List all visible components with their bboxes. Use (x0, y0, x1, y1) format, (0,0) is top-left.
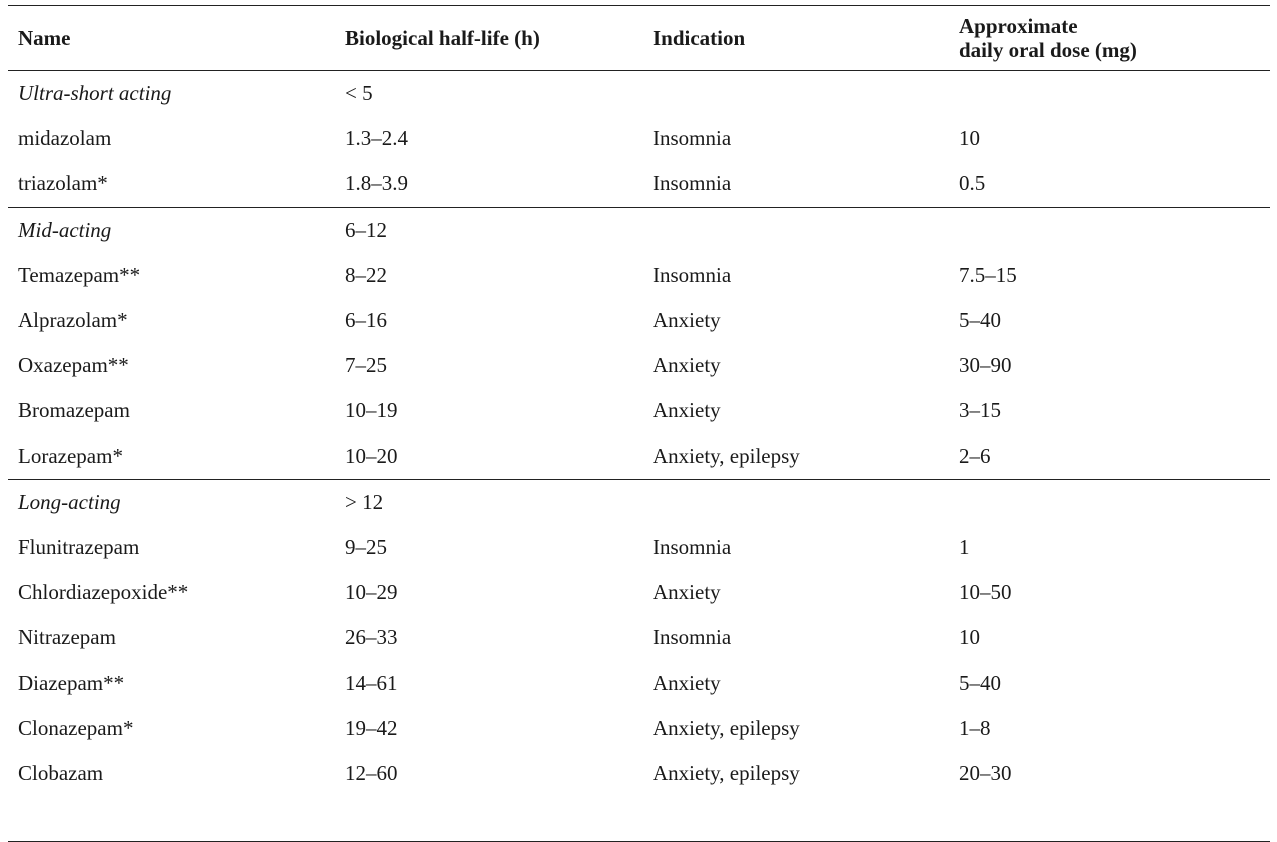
header-indication: Indication (653, 26, 746, 50)
header-name: Name (18, 26, 71, 50)
table-row: Diazepam** 14–61 Anxiety 5–40 (8, 660, 1270, 705)
header-row: Name Biological half-life (h) Indication… (8, 5, 1270, 71)
benzodiazepine-table-container: Name Biological half-life (h) Indication… (8, 5, 1270, 842)
drug-name (8, 796, 335, 842)
benzodiazepine-table: Name Biological half-life (h) Indication… (8, 5, 1270, 842)
drug-indication: Anxiety (653, 308, 721, 333)
drug-dose: 0.5 (959, 171, 986, 196)
table-row: Flunitrazepam 9–25 Insomnia 1 (8, 525, 1270, 570)
drug-dose: 1–8 (959, 715, 991, 740)
drug-indication: Insomnia (653, 126, 732, 151)
drug-indication: Anxiety (653, 670, 721, 695)
table-header: Name Biological half-life (h) Indication… (8, 5, 1270, 71)
drug-indication: Anxiety (653, 398, 721, 423)
drug-dose: 1 (959, 534, 970, 559)
group-name: Long-acting (18, 489, 121, 514)
drug-half-life: 9–25 (345, 534, 387, 559)
table-row: Clobazam 12–60 Anxiety, epilepsy 20–30 (8, 751, 1270, 796)
drug-half-life: 14–61 (345, 670, 398, 695)
drug-indication: Insomnia (653, 171, 732, 196)
drug-name: Bromazepam (18, 398, 130, 423)
drug-dose: 10 (959, 625, 980, 650)
group-row-ultra-short: Ultra-short acting < 5 (8, 71, 1270, 117)
group-name: Mid-acting (18, 217, 112, 242)
table-row: Lorazepam* 10–20 Anxiety, epilepsy 2–6 (8, 434, 1270, 480)
group-empty-cell (949, 71, 1270, 117)
group-empty-cell (643, 71, 949, 117)
drug-indication: Anxiety, epilepsy (653, 760, 800, 785)
drug-half-life: 10–29 (345, 580, 398, 605)
drug-indication: Anxiety (653, 580, 721, 605)
drug-name: Clonazepam* (18, 715, 134, 740)
drug-name: Clobazam (18, 760, 104, 785)
header-dose-line2: daily oral dose (mg) (959, 38, 1137, 62)
table-row: Chlordiazepoxide** 10–29 Anxiety 10–50 (8, 570, 1270, 615)
drug-indication: Anxiety, epilepsy (653, 715, 800, 740)
table-row: Oxazepam** 7–25 Anxiety 30–90 (8, 343, 1270, 388)
drug-dose: 20–30 (959, 760, 1012, 785)
table-row: Alprazolam* 6–16 Anxiety 5–40 (8, 298, 1270, 343)
drug-dose: 7.5–15 (959, 262, 1017, 287)
drug-half-life: 6–16 (345, 308, 387, 333)
drug-indication (643, 796, 949, 842)
group-half-life-range: > 12 (345, 489, 384, 514)
drug-half-life: 7–25 (345, 353, 387, 378)
drug-dose: 30–90 (959, 353, 1012, 378)
group-half-life-range: 6–12 (345, 217, 387, 242)
group-empty-cell (949, 479, 1270, 525)
drug-indication: Insomnia (653, 534, 732, 559)
drug-half-life (335, 796, 643, 842)
drug-half-life: 8–22 (345, 262, 387, 287)
drug-name: Alprazolam* (18, 308, 128, 333)
drug-name: Flunitrazepam (18, 534, 140, 559)
drug-half-life: 10–20 (345, 443, 398, 468)
drug-indication: Anxiety (653, 353, 721, 378)
drug-dose: 2–6 (959, 443, 991, 468)
drug-dose (949, 796, 1270, 842)
drug-name: Nitrazepam (18, 625, 116, 650)
group-name: Ultra-short acting (18, 81, 172, 106)
group-empty-cell (949, 207, 1270, 253)
header-dose: Approximate daily oral dose (mg) (949, 6, 1270, 71)
drug-half-life: 12–60 (345, 760, 398, 785)
group-half-life-range: < 5 (345, 81, 373, 106)
group-empty-cell (643, 479, 949, 525)
group-row-mid-acting: Mid-acting 6–12 (8, 207, 1270, 253)
drug-name: midazolam (18, 126, 112, 151)
drug-name: Temazepam** (18, 262, 141, 287)
group-row-long-acting: Long-acting > 12 (8, 479, 1270, 525)
drug-dose: 5–40 (959, 308, 1001, 333)
table-row: Temazepam** 8–22 Insomnia 7.5–15 (8, 253, 1270, 298)
table-row: Clonazepam* 19–42 Anxiety, epilepsy 1–8 (8, 706, 1270, 751)
group-empty-cell (643, 207, 949, 253)
drug-indication: Insomnia (653, 262, 732, 287)
table-row: midazolam 1.3–2.4 Insomnia 10 (8, 116, 1270, 161)
drug-name: Diazepam** (18, 670, 125, 695)
header-half-life: Biological half-life (h) (345, 26, 540, 50)
table-row: Nitrazepam 26–33 Insomnia 10 (8, 615, 1270, 660)
table-row: triazolam* 1.8–3.9 Insomnia 0.5 (8, 161, 1270, 207)
drug-half-life: 26–33 (345, 625, 398, 650)
drug-dose: 5–40 (959, 670, 1001, 695)
table-body: Ultra-short acting < 5 midazolam 1.3–2.4… (8, 71, 1270, 842)
drug-name: Lorazepam* (18, 443, 123, 468)
drug-name: triazolam* (18, 171, 108, 196)
header-dose-line1: Approximate (959, 14, 1078, 38)
table-row: Bromazepam 10–19 Anxiety 3–15 (8, 388, 1270, 433)
drug-half-life: 19–42 (345, 715, 398, 740)
drug-half-life: 1.8–3.9 (345, 171, 408, 196)
drug-dose: 10 (959, 126, 980, 151)
drug-name: Oxazepam** (18, 353, 129, 378)
drug-indication: Anxiety, epilepsy (653, 443, 800, 468)
table-row (8, 796, 1270, 842)
drug-half-life: 10–19 (345, 398, 398, 423)
drug-dose: 10–50 (959, 580, 1012, 605)
drug-indication: Insomnia (653, 625, 732, 650)
drug-half-life: 1.3–2.4 (345, 126, 408, 151)
drug-dose: 3–15 (959, 398, 1001, 423)
drug-name: Chlordiazepoxide** (18, 580, 189, 605)
